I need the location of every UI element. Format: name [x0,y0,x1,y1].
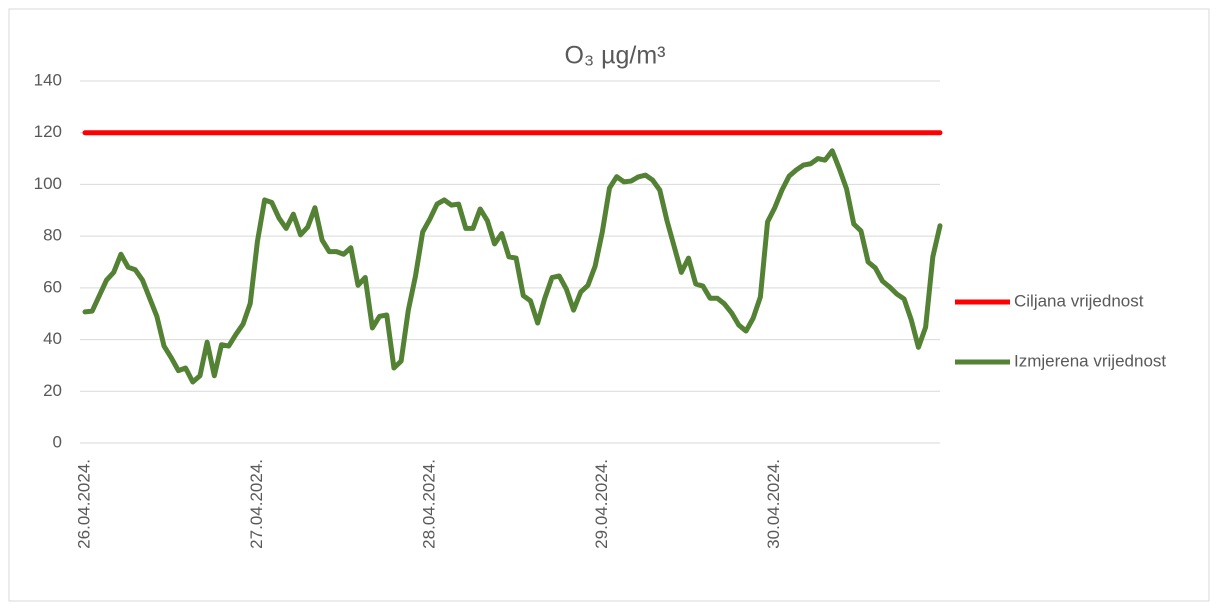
y-tick-label: 140 [34,70,62,89]
x-tick-label: 30.04.2024. [764,459,783,549]
legend-label: Izmjerena vrijednost [1014,351,1166,370]
y-tick-label: 80 [43,226,62,245]
data-line [82,148,943,385]
x-tick-label: 29.04.2024. [592,459,611,549]
y-tick-label: 20 [43,381,62,400]
chart-border [8,8,1210,602]
x-tick-label: 27.04.2024. [247,459,266,549]
y-tick-label: 120 [34,122,62,141]
y-tick-label: 60 [43,277,62,296]
x-tick-label: 28.04.2024. [419,459,438,549]
chart-title: O₃ µg/m³ [565,42,666,70]
y-tick-label: 0 [53,432,62,451]
y-tick-label: 40 [43,329,62,348]
y-tick-label: 100 [34,174,62,193]
legend-label: Ciljana vrijednost [1014,291,1144,310]
x-tick-label: 26.04.2024. [74,459,93,549]
